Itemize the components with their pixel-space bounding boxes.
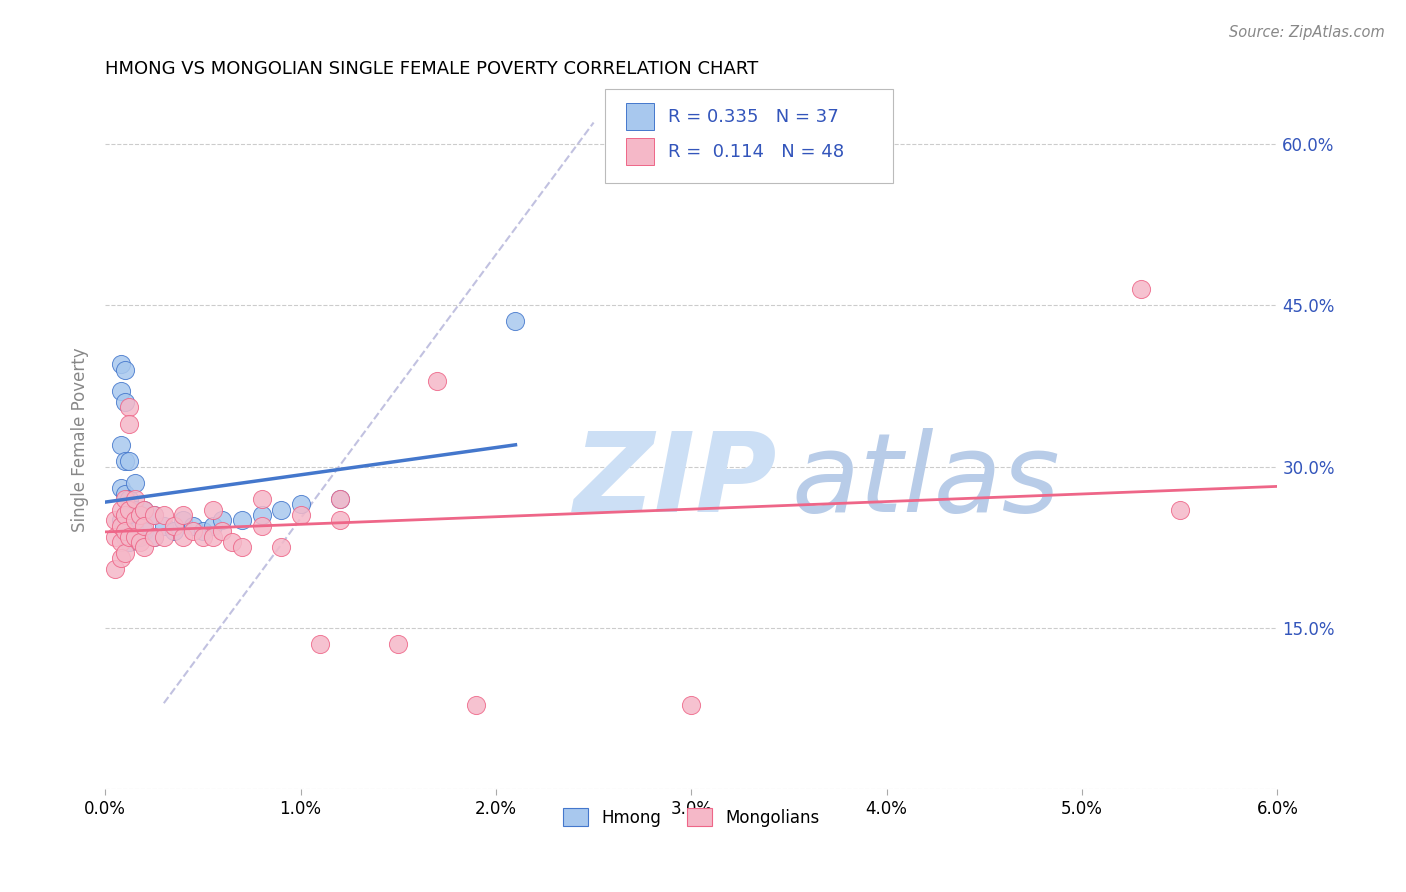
Point xyxy=(387,637,409,651)
Point xyxy=(505,314,527,328)
Point xyxy=(290,508,312,522)
Point xyxy=(114,546,136,560)
Point xyxy=(114,524,136,538)
Point xyxy=(290,497,312,511)
Point xyxy=(114,486,136,500)
Point xyxy=(211,524,233,538)
Point xyxy=(191,524,214,538)
Point xyxy=(426,374,449,388)
Point xyxy=(129,529,152,543)
Text: R =  0.114   N = 48: R = 0.114 N = 48 xyxy=(668,143,844,161)
Point xyxy=(110,551,132,566)
Point xyxy=(129,508,152,522)
Text: atlas: atlas xyxy=(792,428,1060,535)
Point xyxy=(309,637,332,651)
Point xyxy=(1168,502,1191,516)
Point xyxy=(104,562,127,576)
Point xyxy=(143,529,166,543)
Point xyxy=(114,363,136,377)
Point xyxy=(134,524,156,538)
Point xyxy=(153,508,176,522)
Point xyxy=(110,502,132,516)
Point xyxy=(124,475,146,490)
Point xyxy=(153,518,176,533)
Point xyxy=(162,524,184,538)
Point xyxy=(231,513,253,527)
Text: ZIP: ZIP xyxy=(574,428,778,535)
Point xyxy=(110,535,132,549)
Point xyxy=(118,401,141,415)
Point xyxy=(465,698,488,713)
Point xyxy=(124,502,146,516)
Text: HMONG VS MONGOLIAN SINGLE FEMALE POVERTY CORRELATION CHART: HMONG VS MONGOLIAN SINGLE FEMALE POVERTY… xyxy=(105,60,758,78)
Point xyxy=(201,529,224,543)
Point xyxy=(143,508,166,522)
Point xyxy=(181,518,204,533)
Point xyxy=(172,508,194,522)
Point xyxy=(110,513,132,527)
Point xyxy=(250,491,273,506)
Point xyxy=(201,518,224,533)
Legend: Hmong, Mongolians: Hmong, Mongolians xyxy=(557,802,825,833)
Point xyxy=(118,454,141,468)
Point xyxy=(134,502,156,516)
Point xyxy=(118,417,141,431)
Point xyxy=(134,541,156,555)
Point xyxy=(172,529,194,543)
Point xyxy=(250,508,273,522)
Point xyxy=(329,513,352,527)
Point xyxy=(114,508,136,522)
Text: R = 0.335   N = 37: R = 0.335 N = 37 xyxy=(668,108,838,126)
Point xyxy=(118,535,141,549)
Point xyxy=(124,524,146,538)
Point xyxy=(211,513,233,527)
Point xyxy=(172,513,194,527)
Point xyxy=(124,529,146,543)
Point xyxy=(162,518,184,533)
Point xyxy=(181,524,204,538)
Point xyxy=(681,698,703,713)
Point xyxy=(134,502,156,516)
Point xyxy=(1129,282,1152,296)
Point xyxy=(118,491,141,506)
Point xyxy=(129,535,152,549)
Point xyxy=(329,491,352,506)
Point xyxy=(110,384,132,399)
Point xyxy=(114,454,136,468)
Point xyxy=(114,529,136,543)
Point xyxy=(129,508,152,522)
Point xyxy=(124,491,146,506)
Point xyxy=(270,502,292,516)
Point xyxy=(124,513,146,527)
Point xyxy=(110,518,132,533)
Point xyxy=(153,529,176,543)
Point xyxy=(191,529,214,543)
Point xyxy=(329,491,352,506)
Point xyxy=(118,508,141,522)
Point xyxy=(114,491,136,506)
Point xyxy=(118,502,141,516)
Point xyxy=(134,518,156,533)
Text: Source: ZipAtlas.com: Source: ZipAtlas.com xyxy=(1229,25,1385,40)
Point xyxy=(110,358,132,372)
Point xyxy=(114,395,136,409)
Point xyxy=(270,541,292,555)
Point xyxy=(221,535,243,549)
Point xyxy=(143,508,166,522)
Point xyxy=(110,481,132,495)
Point xyxy=(250,518,273,533)
Y-axis label: Single Female Poverty: Single Female Poverty xyxy=(72,347,89,532)
Point xyxy=(201,502,224,516)
Point xyxy=(231,541,253,555)
Point xyxy=(118,529,141,543)
Point xyxy=(114,508,136,522)
Point xyxy=(104,513,127,527)
Point xyxy=(143,529,166,543)
Point xyxy=(110,438,132,452)
Point xyxy=(104,529,127,543)
